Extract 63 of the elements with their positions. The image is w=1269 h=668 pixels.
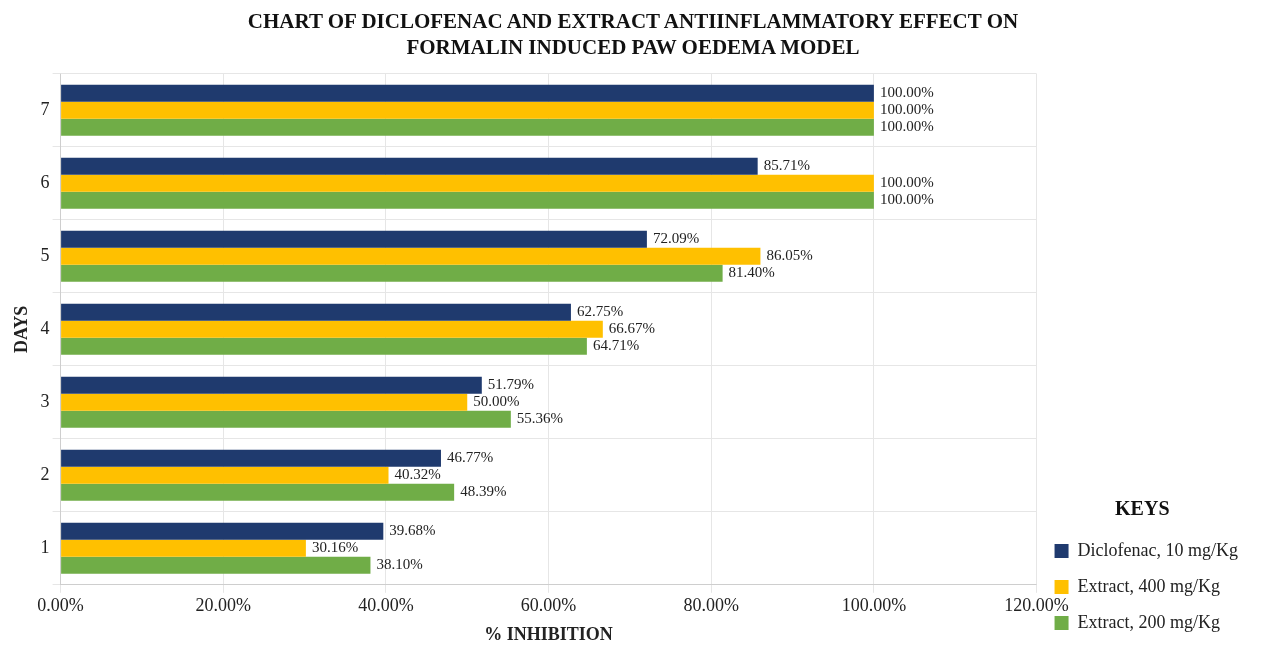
legend-label: Diclofenac, 10 mg/Kg — [1077, 539, 1238, 560]
bar — [61, 410, 511, 428]
x-tick-label: 120.00% — [1004, 595, 1069, 616]
chart-title: CHART OF DICLOFENAC AND EXTRACT ANTIINFLAMMATORY EFFECT ON FORMALIN INDUCED PAW OEDEMA MODEL — [246, 8, 1020, 60]
data-label: 100.00% — [879, 101, 934, 118]
data-label: 38.10% — [376, 556, 423, 573]
bar — [61, 303, 571, 321]
bar — [61, 376, 482, 394]
bar — [61, 157, 758, 175]
data-label: 46.77% — [446, 449, 494, 466]
bar — [61, 449, 441, 467]
x-tick-label: 100.00% — [841, 595, 907, 616]
y-tick-label: 4 — [40, 318, 50, 339]
data-label: 100.00% — [879, 174, 934, 191]
y-tick-label: 7 — [40, 99, 50, 120]
data-label: 100.00% — [879, 118, 934, 135]
legend-title: KEYS — [1115, 497, 1170, 520]
data-label: 72.09% — [652, 230, 700, 247]
y-tick-label: 2 — [40, 464, 50, 485]
data-label: 86.05% — [766, 247, 813, 264]
data-label: 64.71% — [592, 337, 640, 354]
bar — [61, 522, 384, 540]
data-label: 30.16% — [311, 539, 359, 556]
bar — [61, 556, 371, 574]
bar — [61, 337, 587, 355]
bar — [61, 247, 761, 265]
data-label: 85.71% — [763, 157, 810, 174]
data-label: 55.36% — [516, 410, 564, 427]
bar — [61, 84, 874, 102]
x-tick-label: 20.00% — [195, 595, 252, 616]
x-tick-label: 60.00% — [520, 595, 577, 616]
bar — [61, 264, 723, 282]
data-label: 100.00% — [879, 191, 934, 208]
x-tick-label: 40.00% — [358, 595, 414, 616]
bar — [61, 230, 647, 248]
bar — [61, 174, 874, 192]
y-tick-label: 6 — [40, 172, 50, 193]
bar — [61, 483, 455, 501]
data-label: 100.00% — [879, 84, 934, 101]
data-label: 51.79% — [487, 376, 535, 393]
x-axis-title: % INHIBITION — [484, 623, 613, 644]
y-axis-title: DAYS — [11, 305, 32, 353]
data-label: 62.75% — [576, 303, 624, 320]
data-label: 39.68% — [389, 522, 436, 539]
bar — [61, 466, 389, 484]
data-label: 66.67% — [608, 320, 656, 337]
legend-label: Extract, 400 mg/Kg — [1077, 575, 1221, 596]
data-label: 81.40% — [728, 264, 775, 281]
bar — [61, 320, 603, 338]
data-label: 48.39% — [460, 483, 507, 500]
bar — [61, 539, 306, 557]
bar — [61, 191, 874, 209]
x-tick-label: 0.00% — [37, 595, 84, 616]
legend-label: Extract, 200 mg/Kg — [1077, 611, 1221, 632]
y-tick-label: 5 — [40, 245, 50, 266]
bar — [61, 393, 468, 411]
data-label: 40.32% — [394, 466, 441, 483]
y-tick-label: 3 — [40, 391, 50, 412]
data-label: 50.00% — [473, 393, 520, 410]
bar — [61, 118, 874, 136]
y-tick-label: 1 — [40, 537, 50, 558]
bar — [61, 101, 874, 119]
x-tick-label: 80.00% — [683, 595, 739, 616]
